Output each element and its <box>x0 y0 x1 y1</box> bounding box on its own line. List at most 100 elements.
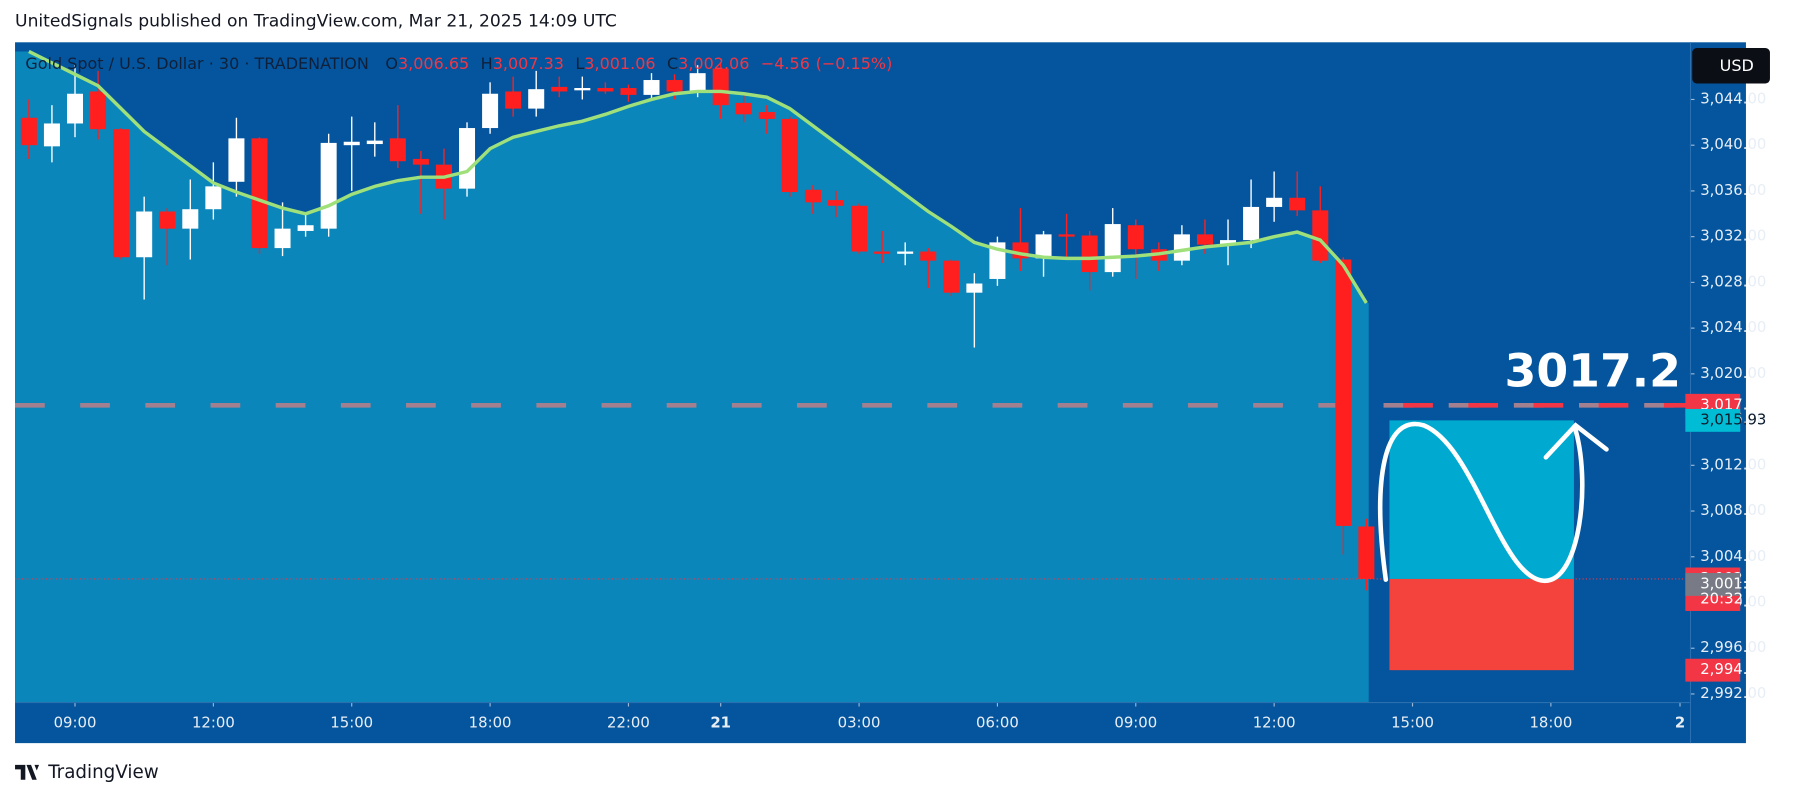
candle-body <box>297 225 314 231</box>
x-tick-label: 22:00 <box>607 714 650 732</box>
candle-body <box>1196 234 1213 245</box>
candle-body <box>1289 197 1306 211</box>
candle-body <box>1220 240 1237 245</box>
legend-value: 3,002.06 <box>678 54 749 73</box>
candle-body <box>528 89 545 109</box>
legend-change-pct: (−0.15%) <box>816 54 893 73</box>
candle-body <box>1081 235 1098 273</box>
x-tick-label: 2 <box>1675 714 1685 732</box>
candle-body <box>113 129 130 258</box>
header: UnitedSignals published on TradingView.c… <box>15 12 617 32</box>
x-tick-label: 15:00 <box>330 714 373 732</box>
legend-key: L <box>575 54 584 73</box>
plot: 3017.2 <box>15 49 1695 707</box>
legend-value: 3,001.06 <box>584 54 655 73</box>
candle-body <box>482 93 499 129</box>
x-tick-label: 06:00 <box>976 714 1019 732</box>
ma-line <box>28 49 1368 304</box>
candle-body <box>274 228 291 249</box>
candle-body <box>1335 259 1352 526</box>
currency-button[interactable] <box>1692 48 1770 84</box>
drawing-curve <box>1377 421 1609 584</box>
candle-body <box>1266 197 1283 207</box>
x-tick-label: 15:00 <box>1391 714 1434 732</box>
candle-body <box>159 211 176 229</box>
y-tick-label: 3,032.00 <box>1700 227 1766 245</box>
price-label-box <box>1685 573 1741 596</box>
legend: Gold Spot / U.S. Dollar · 30 · TRADENATI… <box>25 54 892 73</box>
candle-body <box>1127 225 1144 250</box>
candle-body <box>735 102 752 115</box>
candle-body <box>643 80 660 95</box>
candle-body <box>966 283 983 293</box>
x-tick-label: 21 <box>710 714 731 732</box>
candle-body <box>1173 234 1190 261</box>
y-tick-label: 3,012.00 <box>1700 455 1766 473</box>
x-tick-label: 18:00 <box>469 714 512 732</box>
candle-body <box>90 91 107 130</box>
candle-body <box>574 88 591 91</box>
candle-body <box>1035 234 1052 259</box>
candle-body <box>412 158 429 165</box>
candle-body <box>781 118 798 193</box>
price-label: 3,015.93 <box>1700 410 1766 428</box>
position-stop <box>1389 578 1574 671</box>
y-tick-label: 3,028.00 <box>1700 272 1766 290</box>
y-tick-label: 3,044.00 <box>1700 89 1766 107</box>
candle-body <box>1358 526 1375 579</box>
candle-body <box>505 91 522 109</box>
legend-key: O <box>385 54 398 73</box>
x-tick-label: 09:00 <box>1114 714 1157 732</box>
x-tick-label: 03:00 <box>838 714 881 732</box>
candle-body <box>20 117 37 146</box>
annotation: 3017.2 <box>1505 344 1681 397</box>
candle-body <box>251 138 268 249</box>
candle-body <box>851 205 868 252</box>
candle-body <box>1058 234 1075 237</box>
countdown: 20:32 <box>1700 590 1743 608</box>
candle-body <box>205 186 222 210</box>
candle-body <box>66 93 84 124</box>
legend-value: 3,007.33 <box>493 54 564 73</box>
candle-body <box>827 200 844 206</box>
candle-body <box>459 128 476 189</box>
y-tick-label: 3,008.00 <box>1700 501 1766 519</box>
candle-body <box>1243 206 1260 241</box>
y-tick-label: 3,020.00 <box>1700 364 1766 382</box>
ma-area <box>15 51 1369 702</box>
candle-body <box>136 211 153 258</box>
candle-body <box>597 88 614 92</box>
price-label-box <box>1685 408 1741 432</box>
candle-body <box>343 141 360 146</box>
candle-body <box>228 138 245 182</box>
candle-body <box>1104 224 1121 273</box>
price-label: 3,001.58 <box>1700 574 1766 592</box>
price-label: 3,017.25 <box>1700 395 1766 413</box>
candle-body <box>1312 210 1329 261</box>
x-tick-label: 12:00 <box>1253 714 1296 732</box>
candle-body <box>758 112 775 119</box>
currency[interactable]: USD <box>1720 56 1754 75</box>
candle-body <box>712 68 729 106</box>
legend-key: H <box>481 54 493 73</box>
candle-body <box>920 251 937 261</box>
x-tick-label: 12:00 <box>192 714 235 732</box>
candle-body <box>689 73 706 92</box>
legend-value: 3,006.65 <box>398 54 469 73</box>
footer-brand: TradingView <box>47 762 159 783</box>
x-tick-label: 09:00 <box>54 714 97 732</box>
legend-change: −4.56 <box>761 54 810 73</box>
candle-body <box>43 123 60 147</box>
candle-body <box>320 142 337 229</box>
candle-body <box>874 251 891 254</box>
price-label: 2,994.08 <box>1700 660 1766 678</box>
candle-body <box>666 80 683 92</box>
y-tick-label: 3,024.00 <box>1700 318 1766 336</box>
candle-body <box>389 138 406 162</box>
candle-body <box>182 209 199 229</box>
candle-body <box>551 86 568 92</box>
candle-body <box>366 140 383 145</box>
legend-title: Gold Spot / U.S. Dollar · 30 · TRADENATI… <box>25 54 369 73</box>
